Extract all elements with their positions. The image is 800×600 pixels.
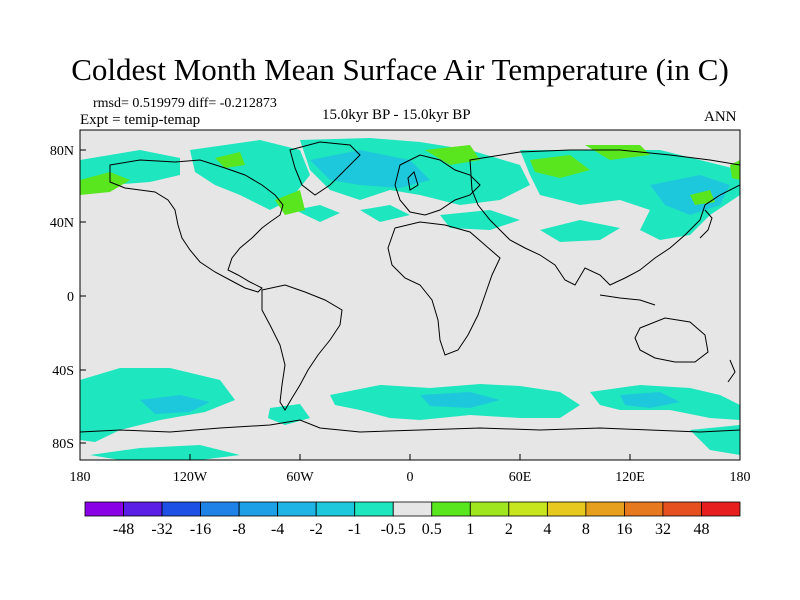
coast-asia	[469, 149, 740, 286]
colorbar-swatch	[508, 501, 548, 517]
lon-label: 60W	[286, 470, 314, 485]
colorbar-swatch	[624, 501, 664, 517]
lat-label: 80N	[50, 144, 74, 159]
lon-label: 0	[407, 470, 414, 485]
latitude-axis: 80N 40N 0 40S 80S	[50, 144, 86, 452]
coastlines	[80, 141, 740, 433]
colorbar-swatch	[315, 501, 356, 517]
coast-new-zealand	[727, 359, 736, 383]
colorbar-label: 1	[466, 521, 474, 538]
anomaly-patch-positive	[530, 155, 590, 178]
coast-greenland	[289, 141, 361, 196]
anomaly-patch-negative	[90, 445, 240, 460]
lat-label: 40S	[52, 364, 74, 379]
coast-australia	[634, 317, 709, 363]
colorbar-swatch	[238, 501, 279, 517]
anomaly-patch-negative-mid	[420, 392, 500, 408]
longitude-axis: 180 120W 60W 0 60E 120E 180	[70, 454, 751, 485]
coast-africa	[387, 221, 501, 356]
chart-title: Coldest Month Mean Surface Air Temperatu…	[71, 52, 729, 87]
colorbar-label: -8	[232, 521, 245, 538]
stats-line: rmsd= 0.519979 diff= -0.212873	[93, 96, 277, 111]
colorbar-label: 0.5	[422, 521, 442, 538]
colorbar-label: 48	[693, 521, 709, 538]
anomaly-patch-negative-mid	[140, 395, 210, 414]
anomaly-patch-negative-mid	[310, 150, 430, 188]
lat-label: 80S	[52, 437, 74, 452]
colorbar-swatch	[701, 501, 741, 517]
coast-europe	[394, 154, 481, 216]
colorbar-label: 4	[543, 521, 551, 538]
coast-north-america	[109, 159, 284, 293]
colorbar-label: -4	[271, 521, 284, 538]
lat-label: 40N	[50, 216, 74, 231]
anomaly-patch-negative	[360, 205, 410, 222]
colorbar-swatch	[585, 501, 625, 517]
colorbar-label: -0.5	[381, 521, 406, 538]
colorbar-label: -32	[151, 521, 172, 538]
colorbar-label: -2	[310, 521, 323, 538]
colorbar-swatch	[200, 501, 240, 517]
coast-uk	[407, 171, 419, 191]
colorbar-swatch	[431, 501, 471, 517]
coast-indonesia	[599, 294, 656, 306]
anomaly-patch-negative-mid	[620, 392, 680, 408]
lon-label: 60E	[509, 470, 532, 485]
colorbar-swatch	[277, 501, 317, 517]
experiment-line: Expt = temip-temap	[80, 112, 201, 128]
season-label: ANN	[704, 109, 737, 125]
colorbar-label: 8	[582, 521, 590, 538]
anomaly-patch-negative	[440, 210, 520, 230]
anomaly-patch-negative	[690, 425, 740, 455]
anomaly-patch-positive	[425, 145, 480, 165]
anomaly-patch-positive	[690, 190, 715, 205]
coast-south-america	[261, 284, 343, 411]
anomaly-patch-negative	[540, 220, 620, 242]
colorbar: -48 -32 -16 -8 -4 -2 -1 -0.5 0.5 1 2 4 8 16 32 48	[84, 501, 741, 538]
colorbar-swatch	[161, 501, 201, 517]
colorbar-swatch	[123, 501, 163, 517]
period-label: 15.0kyr BP - 15.0kyr BP	[322, 107, 471, 123]
coast-antarctica	[80, 419, 740, 433]
colorbar-swatch	[84, 501, 124, 517]
anomaly-patch-positive	[275, 190, 305, 215]
colorbar-swatch	[354, 501, 394, 517]
colorbar-label: -1	[348, 521, 361, 538]
colorbar-swatch	[662, 501, 702, 517]
anomaly-patch-positive	[80, 172, 130, 195]
colorbar-swatch	[392, 501, 433, 517]
colorbar-label: 2	[505, 521, 513, 538]
colorbar-label: 16	[616, 521, 632, 538]
anomaly-fields	[80, 138, 740, 460]
colorbar-swatch	[469, 501, 510, 517]
colorbar-label: 32	[655, 521, 671, 538]
lon-label: 180	[70, 470, 91, 485]
colorbar-swatch	[546, 501, 587, 517]
anomaly-patch-negative	[295, 205, 340, 222]
coast-japan	[699, 209, 713, 239]
anomaly-patch-positive	[585, 145, 650, 160]
colorbar-label: -48	[113, 521, 134, 538]
lat-label: 0	[67, 290, 74, 305]
colorbar-label: -16	[190, 521, 211, 538]
lon-label: 120W	[173, 470, 208, 485]
lon-label: 120E	[615, 470, 645, 485]
anomaly-patch-positive	[215, 152, 245, 168]
lon-label: 180	[730, 470, 751, 485]
